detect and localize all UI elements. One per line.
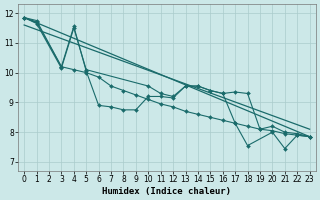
X-axis label: Humidex (Indice chaleur): Humidex (Indice chaleur) — [102, 187, 231, 196]
